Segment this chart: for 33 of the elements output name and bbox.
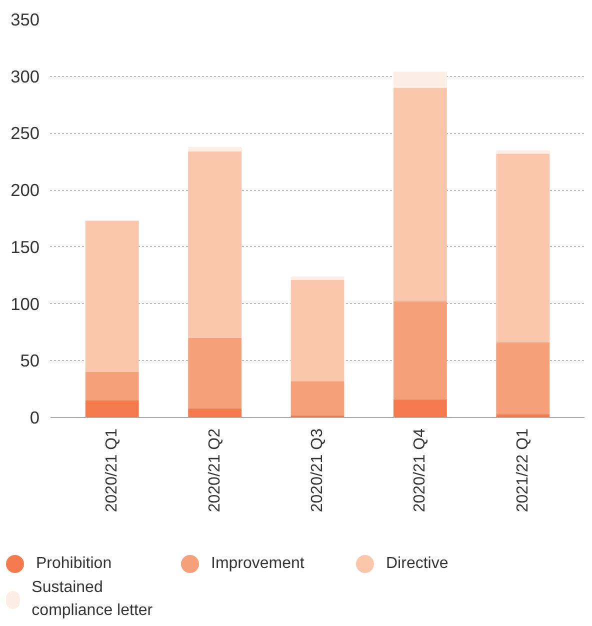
legend-label: Directive bbox=[386, 554, 448, 574]
y-tick-label: 250 bbox=[10, 123, 40, 144]
x-tick-label: 2021/22 Q1 bbox=[514, 428, 532, 512]
bar bbox=[85, 400, 139, 418]
y-tick-label: 50 bbox=[20, 350, 40, 371]
bar bbox=[188, 408, 242, 418]
y-tick-label: 100 bbox=[10, 294, 40, 314]
bar bbox=[393, 302, 447, 400]
bar bbox=[290, 276, 344, 280]
x-tick-label: 2020/21 Q3 bbox=[309, 428, 326, 512]
bar bbox=[393, 72, 447, 88]
bar bbox=[496, 154, 550, 342]
legend-label: Sustained compliance letter bbox=[32, 578, 154, 621]
bar bbox=[188, 151, 242, 338]
bar bbox=[290, 280, 344, 382]
y-tick-label: 0 bbox=[30, 408, 40, 428]
legend-label: Prohibition bbox=[36, 554, 112, 574]
bar bbox=[393, 399, 447, 418]
x-tick-label: 2020/21 Q4 bbox=[412, 428, 429, 512]
y-tick-label: 300 bbox=[10, 66, 40, 86]
bar bbox=[496, 342, 550, 414]
y-tick-label: 350 bbox=[10, 10, 40, 30]
y-tick-label: 150 bbox=[10, 236, 40, 257]
bar bbox=[393, 88, 447, 302]
bar bbox=[188, 146, 242, 152]
bar bbox=[188, 338, 242, 408]
bar bbox=[290, 381, 344, 416]
bar bbox=[85, 372, 139, 400]
x-tick-label: 2020/21 Q1 bbox=[104, 428, 121, 512]
bar bbox=[85, 220, 139, 372]
x-tick-label: 2020/21 Q2 bbox=[206, 428, 224, 512]
legend-label: Improvement bbox=[211, 554, 304, 574]
y-tick-label: 200 bbox=[10, 180, 40, 200]
